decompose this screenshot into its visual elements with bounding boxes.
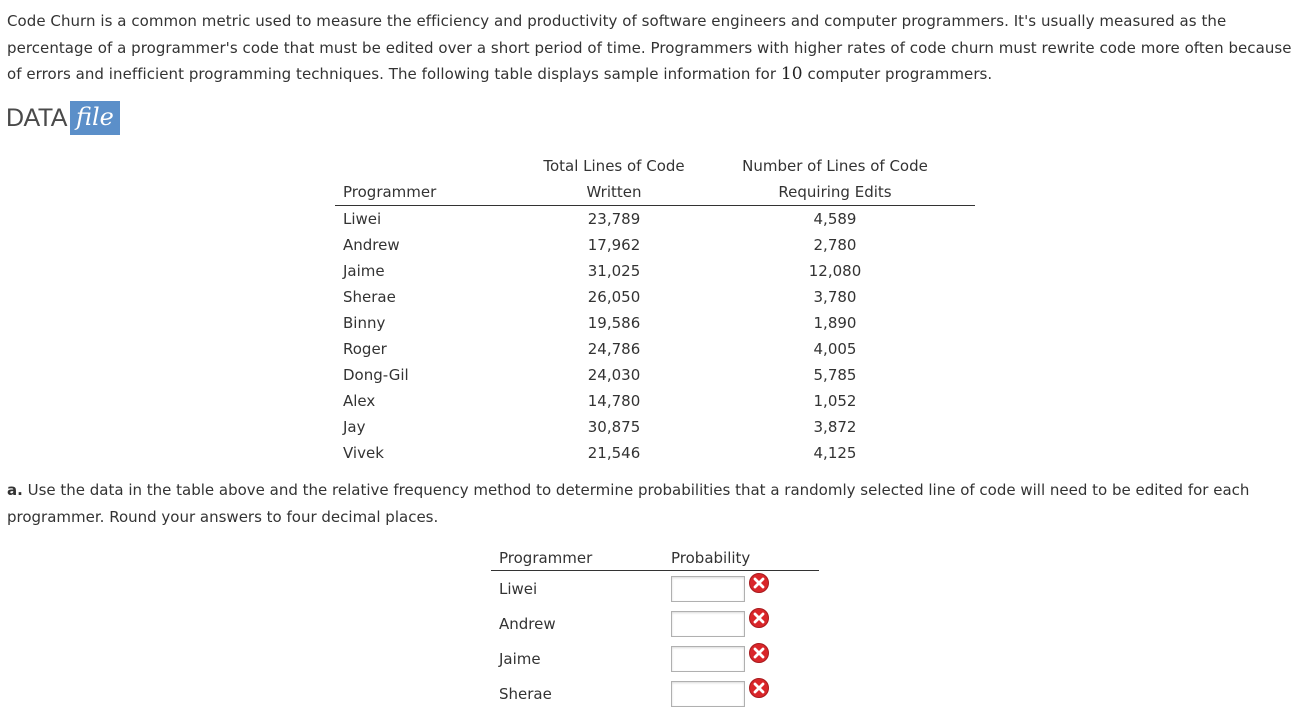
probability-input[interactable] <box>671 575 745 602</box>
answer-row: Jaime <box>491 641 819 676</box>
answer-row: Liwei <box>491 571 819 607</box>
probability-input[interactable] <box>671 645 745 672</box>
total-lines: 17,962 <box>587 236 641 254</box>
table-row: Sherae 26,050 3,780 <box>335 284 975 310</box>
wrong-x-icon <box>749 607 769 628</box>
programmer-name: Vivek <box>343 444 384 462</box>
probability-input[interactable] <box>671 680 745 707</box>
answer-header-programmer: Programmer <box>491 545 671 571</box>
programmer-name: Alex <box>343 392 376 410</box>
table-row: Vivek 21,546 4,125 <box>335 440 975 466</box>
lines-requiring-edits: 1,052 <box>813 392 857 410</box>
question-label: a. <box>7 481 23 499</box>
intro-text-before: Code Churn is a common metric used to me… <box>7 12 1292 83</box>
programmer-name: Binny <box>343 314 386 332</box>
table-row: Dong-Gil 24,030 5,785 <box>335 362 975 388</box>
code-churn-table: Total Lines of Code Number of Lines of C… <box>335 152 975 466</box>
lines-requiring-edits: 3,872 <box>813 418 857 436</box>
lines-requiring-edits: 5,785 <box>813 366 857 384</box>
total-lines: 26,050 <box>587 288 641 306</box>
table-row: Andrew 17,962 2,780 <box>335 232 975 258</box>
programmer-name: Jaime <box>343 262 385 280</box>
programmer-name: Dong-Gil <box>343 366 409 384</box>
table-row: Alex 14,780 1,052 <box>335 388 975 414</box>
programmer-name: Roger <box>343 340 387 358</box>
lines-requiring-edits: 4,589 <box>813 210 857 228</box>
header-requiring-edits: Requiring Edits <box>695 179 975 206</box>
wrong-x-icon <box>749 677 769 698</box>
problem-intro: Code Churn is a common metric used to me… <box>7 8 1299 88</box>
table-row: Roger 24,786 4,005 <box>335 336 975 362</box>
programmer-name: Andrew <box>343 236 400 254</box>
total-lines: 24,030 <box>587 366 641 384</box>
lines-requiring-edits: 1,890 <box>813 314 857 332</box>
answer-programmer-name: Sherae <box>499 684 552 703</box>
lines-requiring-edits: 3,780 <box>813 288 857 306</box>
intro-text-after: computer programmers. <box>802 65 993 83</box>
probability-input[interactable] <box>671 610 745 637</box>
programmer-name: Jay <box>343 418 366 436</box>
header-total-lines-written: Written <box>533 179 695 206</box>
question-a: a. Use the data in the table above and t… <box>7 477 1299 530</box>
total-lines: 31,025 <box>587 262 641 280</box>
table-row: Jaime 31,025 12,080 <box>335 258 975 284</box>
programmer-count: 10 <box>780 64 803 84</box>
lines-requiring-edits: 4,125 <box>813 444 857 462</box>
header-lines-edited: Number of Lines of Code <box>742 156 928 175</box>
wrong-x-icon <box>749 572 769 593</box>
answer-programmer-name: Liwei <box>499 579 538 598</box>
wrong-x-icon <box>749 642 769 663</box>
header-programmer: Programmer <box>335 179 533 206</box>
total-lines: 19,586 <box>587 314 641 332</box>
question-text: Use the data in the table above and the … <box>7 481 1250 526</box>
total-lines: 24,786 <box>587 340 641 358</box>
lines-requiring-edits: 2,780 <box>813 236 857 254</box>
header-total-lines: Total Lines of Code <box>543 156 685 175</box>
answer-header-probability: Probability <box>671 545 819 571</box>
programmer-name: Sherae <box>343 288 396 306</box>
total-lines: 21,546 <box>587 444 641 462</box>
table-row: Liwei 23,789 4,589 <box>335 206 975 233</box>
table-row: Binny 19,586 1,890 <box>335 310 975 336</box>
programmer-name: Liwei <box>343 210 382 228</box>
answer-programmer-name: Jaime <box>499 649 541 668</box>
table-row: Jay 30,875 3,872 <box>335 414 975 440</box>
total-lines: 14,780 <box>587 392 641 410</box>
answer-row: Andrew <box>491 606 819 641</box>
answer-programmer-name: Andrew <box>499 614 556 633</box>
data-file-link[interactable]: DATA file <box>6 101 120 135</box>
data-file-label-file: file <box>69 101 120 135</box>
total-lines: 23,789 <box>587 210 641 228</box>
lines-requiring-edits: 12,080 <box>808 262 862 280</box>
data-file-label-data: DATA <box>6 104 67 132</box>
probability-answer-table: Programmer Probability Liwei Andrew Jaime S… <box>491 545 819 711</box>
answer-row: Sherae <box>491 676 819 711</box>
lines-requiring-edits: 4,005 <box>813 340 857 358</box>
total-lines: 30,875 <box>587 418 641 436</box>
